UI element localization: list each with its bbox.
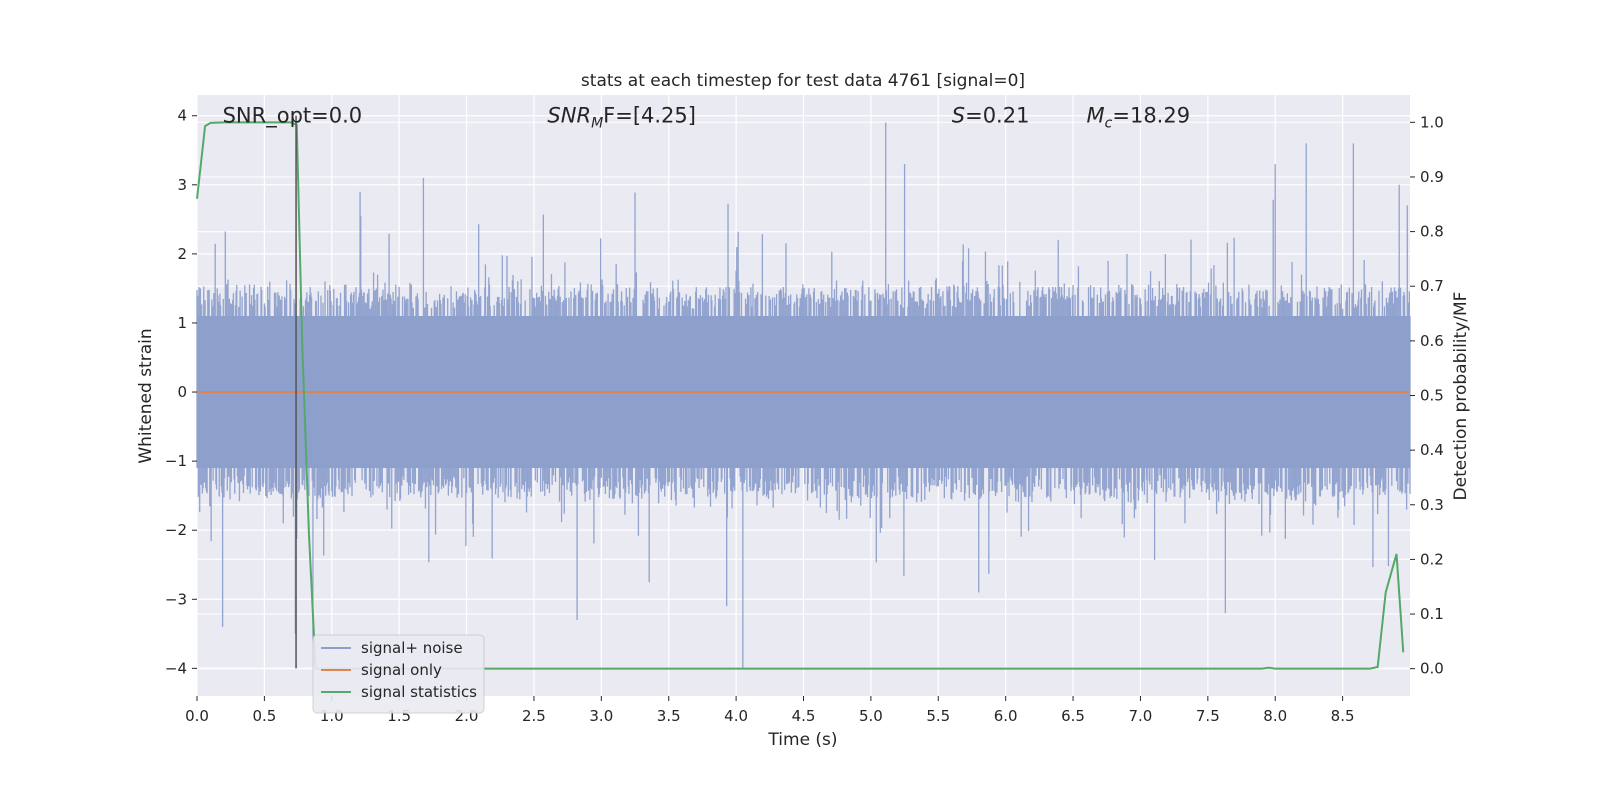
y2-tick-label: 0.9 xyxy=(1420,168,1444,186)
y2-axis-label: Detection probability/MF xyxy=(1451,292,1471,501)
x-axis-ticks: 0.0 0.5 1.0 1.5 2.0 2.5 3.0 3.5 4.0 4.5 5.0 5.5 6.0 6… xyxy=(185,696,1355,725)
y-tick-label: −3 xyxy=(165,590,187,608)
y2-tick-label: 0.4 xyxy=(1420,441,1444,459)
annotation: Mc=18.29 xyxy=(1087,104,1191,132)
x-tick-label: 6.0 xyxy=(994,707,1018,725)
y2-tick-label: 0.2 xyxy=(1420,550,1444,568)
y2-tick-label: 0.1 xyxy=(1420,605,1444,623)
x-tick-label: 2.5 xyxy=(522,707,546,725)
y2-axis-ticks: 0.0 0.1 0.2 0.3 0.4 0.5 0.6 0.7 0.8 0.9 1.0 xyxy=(1410,113,1444,678)
series-signal-noise xyxy=(196,122,1411,669)
x-tick-label: 5.0 xyxy=(859,707,883,725)
x-tick-label: 8.5 xyxy=(1331,707,1355,725)
y2-tick-label: 0.8 xyxy=(1420,223,1444,241)
y-tick-label: −2 xyxy=(165,521,187,539)
y2-tick-label: 0.7 xyxy=(1420,277,1444,295)
x-tick-label: 5.5 xyxy=(926,707,950,725)
legend: signal+ noise signal only signal statistic… xyxy=(312,634,485,714)
y2-tick-label: 0.6 xyxy=(1420,332,1444,350)
x-tick-label: 6.5 xyxy=(1061,707,1085,725)
y2-tick-label: 0.0 xyxy=(1420,660,1444,678)
x-tick-label: 7.5 xyxy=(1196,707,1220,725)
series-layer xyxy=(196,115,1411,670)
chart-title: stats at each timestep for test data 476… xyxy=(581,71,1025,91)
legend-label: signal+ noise xyxy=(361,639,463,657)
x-axis-label: Time (s) xyxy=(767,730,837,750)
legend-label: signal statistics xyxy=(361,683,477,701)
x-tick-label: 3.0 xyxy=(589,707,613,725)
x-tick-label: 0.5 xyxy=(252,707,276,725)
y2-tick-label: 1.0 xyxy=(1420,113,1444,131)
legend-box xyxy=(312,634,485,714)
y2-tick-label: 0.5 xyxy=(1420,387,1444,405)
y-tick-label: 1 xyxy=(177,314,187,332)
y-axis-ticks: −4 −3 −2 −1 0 1 2 3 4 xyxy=(165,107,197,677)
y-axis-label: Whitened strain xyxy=(136,328,156,463)
annotation: SNRMF=[4.25] xyxy=(547,104,696,132)
annotation: SNR_opt=0.0 xyxy=(223,104,363,129)
y-tick-label: −4 xyxy=(165,659,187,677)
y-tick-label: −1 xyxy=(165,452,187,470)
x-tick-label: 7.0 xyxy=(1129,707,1153,725)
x-tick-label: 4.0 xyxy=(724,707,748,725)
annotation: S=0.21 xyxy=(952,104,1030,128)
y-tick-label: 3 xyxy=(177,176,187,194)
y2-tick-label: 0.3 xyxy=(1420,496,1444,514)
x-tick-label: 8.0 xyxy=(1263,707,1287,725)
y-tick-label: 0 xyxy=(177,383,187,401)
x-tick-label: 4.5 xyxy=(792,707,816,725)
y-tick-label: 2 xyxy=(177,245,187,263)
y-tick-label: 4 xyxy=(177,107,187,125)
annotations: SNR_opt=0.0 SNRMF=[4.25] S=0.21 Mc=18.29 xyxy=(223,104,1190,132)
x-tick-label: 0.0 xyxy=(185,707,209,725)
x-tick-label: 3.5 xyxy=(657,707,681,725)
legend-label: signal only xyxy=(361,661,442,679)
